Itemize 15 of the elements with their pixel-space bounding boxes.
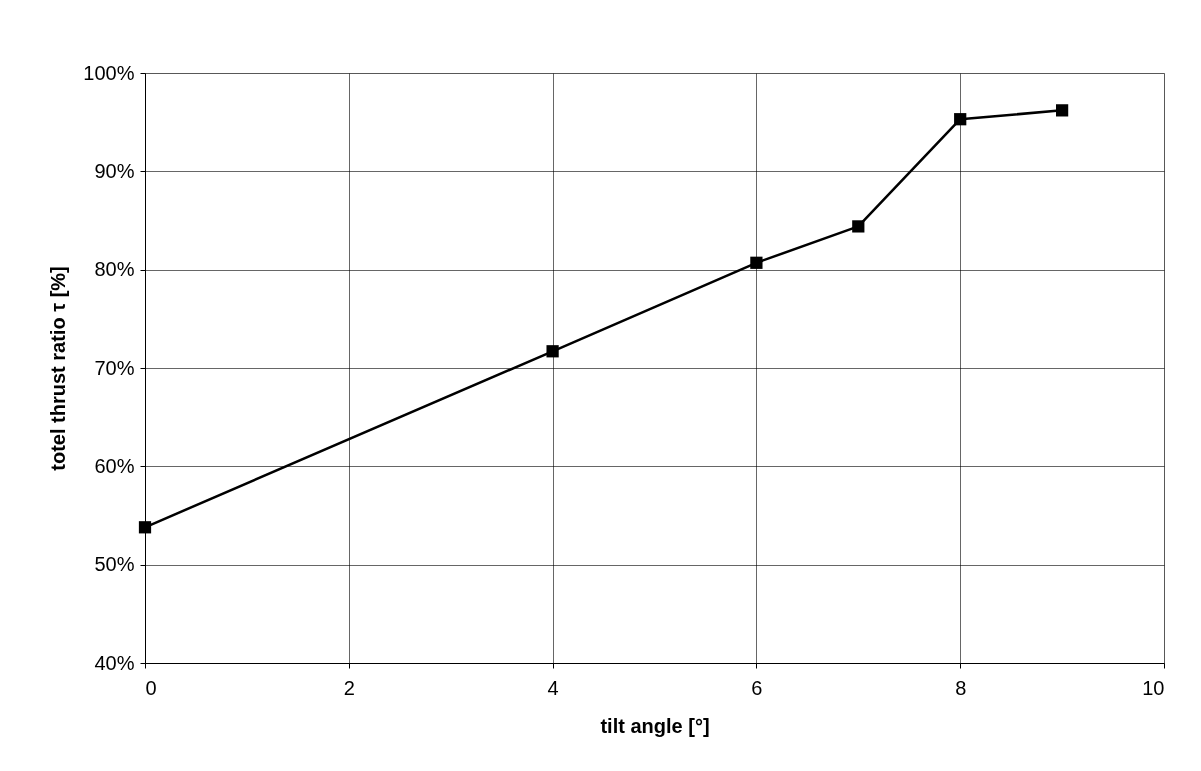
y-tick-label: 100%	[83, 61, 135, 84]
x-axis-title: tilt angle [°]	[600, 714, 710, 737]
x-tick-label: 2	[343, 676, 355, 699]
x-tick-label: 4	[547, 676, 559, 699]
x-tick-label: 10	[1142, 676, 1165, 699]
y-tick-label: 50%	[94, 553, 135, 576]
y-tick-label: 70%	[94, 356, 135, 379]
y-tick-label: 40%	[94, 651, 135, 674]
y-tick-label: 80%	[94, 258, 135, 281]
x-tick-label: 6	[751, 676, 763, 699]
x-tick-label: 0	[145, 676, 157, 699]
y-axis-title: totel thrust ratio τ [%]	[47, 266, 70, 471]
x-tick-label: 8	[955, 676, 967, 699]
y-tick-label: 60%	[94, 454, 135, 477]
y-tick-label: 90%	[94, 159, 135, 182]
